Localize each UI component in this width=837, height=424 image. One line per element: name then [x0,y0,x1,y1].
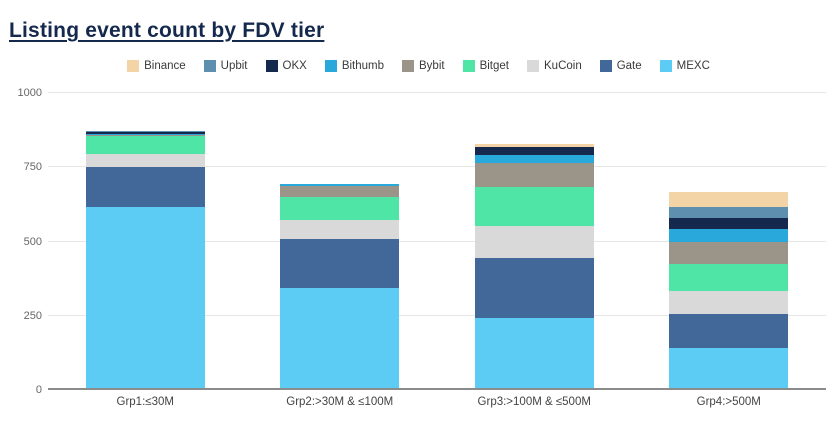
bar-segment-grp3-upbit[interactable] [474,146,594,148]
x-axis-label-grp4: Grp4:>500M [696,396,761,408]
bar-segment-grp1-bybit[interactable] [85,134,205,136]
bar-stack-grp1[interactable] [85,131,205,390]
bar-segment-grp4-kucoin[interactable] [669,290,789,315]
legend-swatch-bitget [462,60,475,72]
legend-label: Bybit [419,60,445,72]
legend-swatch-mexc [659,60,672,72]
bar-segment-grp3-bitget[interactable] [474,186,594,227]
chart-legend: Binance Upbit OKX Bithumb Bybit Bitget KuCoin G… [0,60,837,72]
bar-column-grp2 [243,93,438,390]
bar-segment-grp3-gate[interactable] [474,258,594,319]
bar-segment-grp4-binance[interactable] [669,192,789,208]
bar-stack-grp2[interactable] [280,183,400,390]
legend-label: Upbit [220,60,248,72]
bar-segment-grp1-bitget[interactable] [85,135,205,154]
gridline-500 [48,240,826,242]
legend-swatch-upbit [203,60,216,72]
legend-item-bithumb[interactable]: Bithumb [324,60,384,72]
chart-title: Listing event count by FDV tier [9,19,325,43]
bar-segment-grp4-bithumb[interactable] [669,228,789,243]
bar-segment-grp1-mexc[interactable] [85,207,205,390]
y-axis-label-0: 0 [35,384,42,396]
legend-swatch-binance [127,60,140,72]
bar-segment-grp4-gate[interactable] [669,314,789,349]
x-axis-labels: Grp1:≤30M Grp2:>30M & ≤100M Grp3:>100M & ≤… [48,396,826,408]
bar-segment-grp1-bithumb[interactable] [85,133,205,135]
legend-label: Bitget [479,60,509,72]
y-axis-label-500: 500 [23,235,42,248]
y-axis-label-250: 250 [23,309,42,322]
bar-segment-grp3-mexc[interactable] [474,318,594,390]
y-axis-label-1000: 1000 [17,87,42,99]
bar-segment-grp3-bithumb[interactable] [474,155,594,164]
legend-swatch-okx [265,60,278,72]
legend-item-binance[interactable]: Binance [127,60,186,72]
legend-item-okx[interactable]: OKX [265,60,307,72]
legend-item-gate[interactable]: Gate [599,60,642,72]
bar-segment-grp3-kucoin[interactable] [474,226,594,259]
bar-segment-grp2-bitget[interactable] [280,196,400,220]
gridline-0 [48,388,826,390]
y-axis-label-750: 750 [23,161,42,174]
bar-column-grp3 [437,93,632,390]
bar-stack-grp4[interactable] [669,192,789,390]
bar-column-grp4 [632,93,827,390]
x-axis-label-grp3: Grp3:>100M & ≤500M [477,396,591,408]
bar-segment-grp3-okx[interactable] [474,147,594,156]
gridline-250 [48,314,826,316]
bar-segment-grp1-gate[interactable] [85,167,205,208]
legend-label: Binance [144,60,186,72]
legend-label: MEXC [676,60,710,72]
bar-segment-grp3-binance[interactable] [474,144,594,147]
bar-stack-grp3[interactable] [474,144,594,390]
bar-segment-grp2-bybit[interactable] [280,185,400,197]
bar-segment-grp1-okx[interactable] [85,131,205,134]
legend-swatch-bithumb [324,60,337,72]
bar-segment-grp1-upbit[interactable] [85,131,205,132]
bar-segment-grp2-gate[interactable] [280,238,400,289]
legend-item-upbit[interactable]: Upbit [203,60,248,72]
bar-segment-grp4-okx[interactable] [669,217,789,229]
gridline-1000 [48,92,826,93]
bar-segment-grp2-bithumb[interactable] [280,183,400,186]
bar-segment-grp4-upbit[interactable] [669,207,789,218]
legend-label: OKX [282,60,307,72]
bar-segment-grp2-kucoin[interactable] [280,219,400,239]
bar-segment-grp4-bitget[interactable] [669,263,789,291]
legend-label: KuCoin [544,60,582,72]
legend-swatch-gate [599,60,612,72]
bar-column-grp1 [48,93,243,390]
bar-segment-grp1-kucoin[interactable] [85,153,205,168]
bar-segment-grp4-mexc[interactable] [669,348,789,390]
bars-layer [48,93,826,390]
legend-item-bybit[interactable]: Bybit [402,60,445,72]
legend-swatch-kucoin [527,60,539,72]
bar-segment-grp4-bybit[interactable] [669,242,789,264]
bar-segment-grp3-bybit[interactable] [474,163,594,187]
x-axis-label-grp2: Grp2:>30M & ≤100M [286,396,394,408]
legend-swatch-bybit [402,60,414,72]
gridline-750 [48,166,826,168]
x-axis-label-grp1: Grp1:≤30M [116,396,174,408]
legend-label: Bithumb [341,60,384,72]
legend-item-kucoin[interactable]: KuCoin [527,60,582,72]
plot-area: 0 250 500 750 1000 [18,87,826,396]
legend-item-bitget[interactable]: Bitget [462,60,509,72]
legend-label: Gate [616,60,642,72]
legend-item-mexc[interactable]: MEXC [659,60,710,72]
bar-segment-grp2-mexc[interactable] [280,288,400,390]
